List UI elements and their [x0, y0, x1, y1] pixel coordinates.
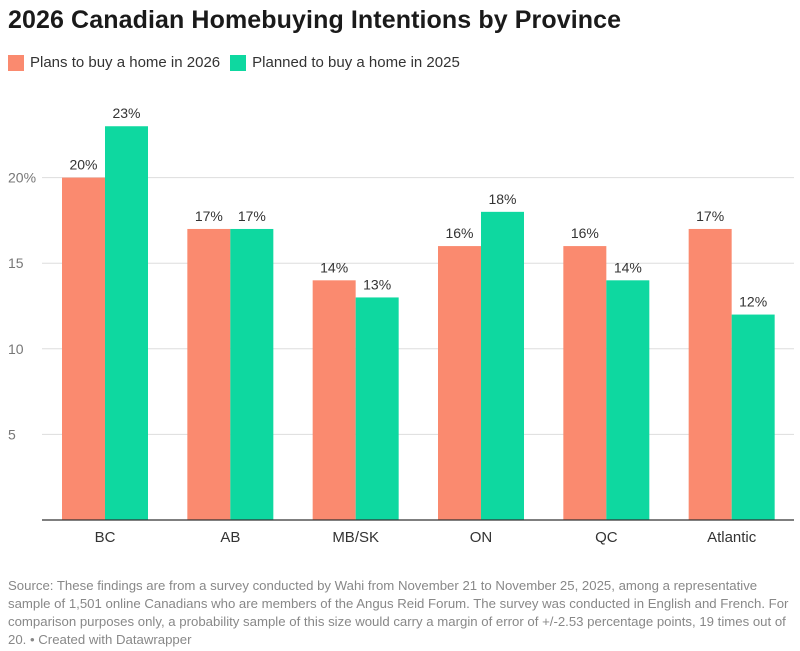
bar-qc-series1	[606, 280, 650, 520]
data-label-on-series1: 18%	[488, 191, 516, 207]
x-tick-label-qc: QC	[595, 529, 618, 546]
legend: Plans to buy a home in 2026 Planned to b…	[8, 54, 470, 71]
bar-atlantic-series1	[731, 314, 775, 520]
bar-bc-series1	[105, 126, 148, 521]
data-label-qc-series0: 16%	[571, 225, 599, 241]
data-label-mbsk-series0: 14%	[320, 259, 348, 275]
data-label-atlantic-series0: 17%	[696, 208, 724, 224]
y-tick-label-15: 15	[8, 255, 24, 271]
data-label-mbsk-series1: 13%	[363, 276, 391, 292]
legend-item-2025: Planned to buy a home in 2025	[230, 54, 460, 71]
y-tick-label-10: 10	[8, 341, 24, 357]
y-tick-label-5: 5	[8, 426, 16, 442]
bar-on-series1	[481, 211, 524, 520]
data-label-atlantic-series1: 12%	[739, 294, 767, 310]
source-note: Source: These findings are from a survey…	[8, 578, 789, 647]
data-label-bc-series0: 20%	[69, 157, 97, 173]
data-label-on-series0: 16%	[445, 225, 473, 241]
bar-qc-series0	[563, 246, 607, 520]
legend-swatch-2025	[230, 54, 247, 71]
bar-bc-series0	[62, 177, 105, 520]
chart-title: 2026 Canadian Homebuying Intentions by P…	[8, 6, 622, 34]
bar-mbsk-series1	[355, 297, 399, 520]
data-label-ab-series0: 17%	[195, 208, 223, 224]
bar-mbsk-series0	[312, 280, 356, 520]
bar-ab-series0	[187, 228, 231, 520]
bar-ab-series1	[230, 228, 274, 520]
data-label-qc-series1: 14%	[614, 259, 642, 275]
legend-label-2026: Plans to buy a home in 2026	[30, 54, 221, 71]
x-tick-label-bc: BC	[95, 529, 116, 546]
x-tick-label-atlantic: Atlantic	[707, 529, 757, 546]
x-tick-label-mbsk: MB/SK	[332, 529, 379, 546]
data-label-bc-series1: 23%	[112, 105, 140, 121]
bar-atlantic-series0	[688, 228, 732, 520]
x-tick-label-on: ON	[470, 529, 493, 546]
legend-item-2026: Plans to buy a home in 2026	[8, 54, 220, 71]
legend-swatch-2026	[8, 54, 24, 71]
legend-label-2025: Planned to buy a home in 2025	[252, 54, 460, 71]
bar-on-series0	[438, 246, 481, 520]
x-tick-label-ab: AB	[220, 529, 240, 546]
data-label-ab-series1: 17%	[238, 208, 266, 224]
y-tick-label-20: 20%	[8, 170, 36, 186]
